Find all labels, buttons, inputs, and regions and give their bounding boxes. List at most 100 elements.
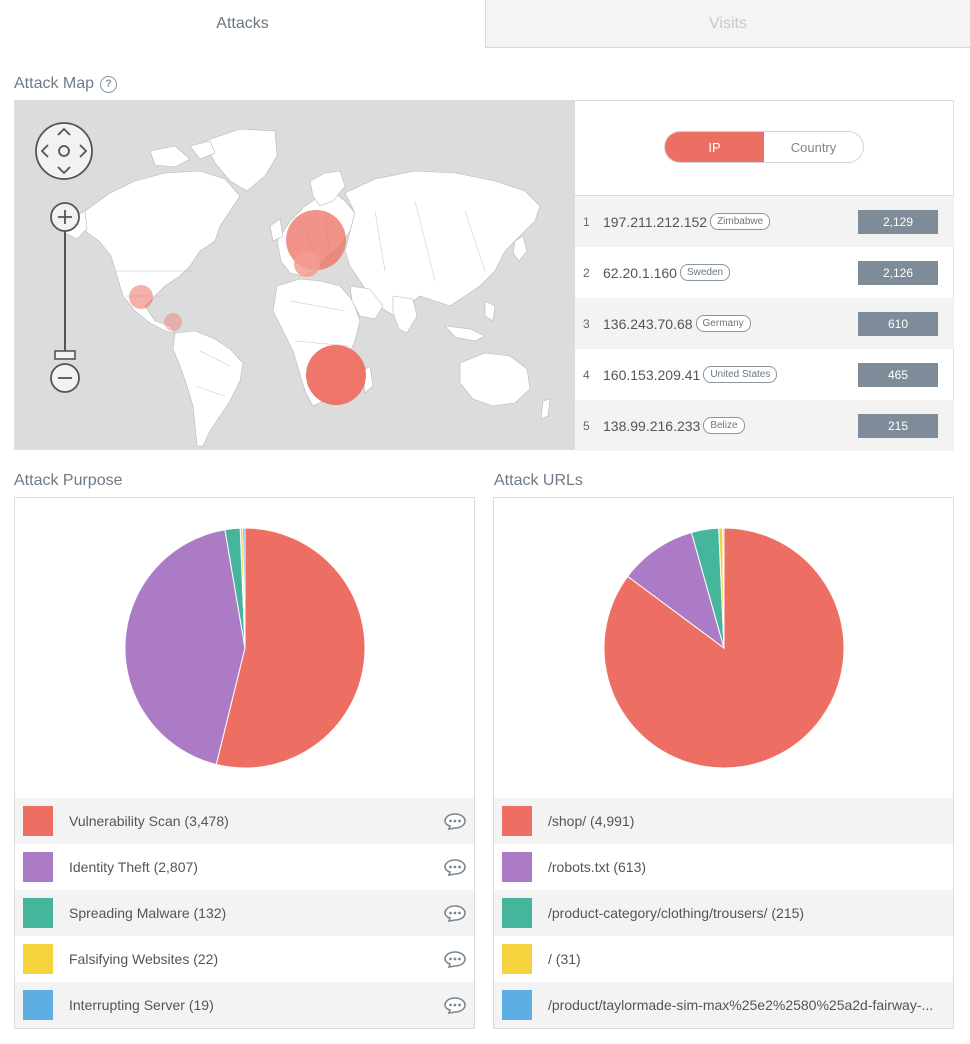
legend-item[interactable]: Spreading Malware (132) [15,890,474,936]
ranking-row[interactable]: 5 138.99.216.233 Belize 215 [575,400,954,451]
toggle-country[interactable]: Country [764,132,863,162]
country-badge: Belize [703,417,745,434]
bubble-belize[interactable] [164,313,182,331]
attack-count: 2,126 [858,260,938,285]
ip-wrapper: 62.20.1.160 Sweden [603,264,731,281]
ip-wrapper: 136.243.70.68 Germany [603,315,751,332]
country-badge: Germany [695,315,751,332]
ranking-row[interactable]: 1 197.211.212.152 Zimbabwe 2,129 [575,196,954,247]
bubble-united-states[interactable] [129,285,153,309]
attack-bubbles [129,210,366,405]
attack-count: 610 [858,311,938,336]
pie-slice-robots-txt[interactable] [626,531,725,650]
comment-icon[interactable] [444,812,466,830]
ranking-row[interactable]: 4 160.153.209.41 United States 465 [575,349,954,400]
legend-label: Interrupting Server (19) [69,997,214,1013]
attack-urls-pie[interactable] [494,498,953,798]
ip-address: 138.99.216.233 [603,417,701,434]
country-badge: Sweden [679,264,731,281]
attack-count: 2,129 [858,209,938,234]
pie-slice-interrupting-server[interactable] [242,527,246,649]
ip-address: 197.211.212.152 [603,213,708,230]
country-badge: United States [703,366,778,383]
legend-swatch [502,990,532,1020]
legend-item[interactable]: Falsifying Websites (22) [15,936,474,982]
rank-number: 4 [583,367,590,382]
legend-item[interactable]: /product/taylormade-sim-max%25e2%2580%25… [494,982,953,1028]
tab-visits[interactable]: Visits [485,0,970,48]
ranking-row[interactable]: 3 136.243.70.68 Germany 610 [575,298,954,349]
comment-icon[interactable] [444,904,466,922]
ip-wrapper: 160.153.209.41 United States [603,366,778,383]
rank-number: 1 [583,214,590,229]
comment-icon[interactable] [444,950,466,968]
legend-swatch [23,944,53,974]
help-icon[interactable]: ? [100,75,118,93]
legend-label: /shop/ (4,991) [548,813,635,829]
attack-ranking: IP Country 1 197.211.212.152 Zimbabwe 2,… [574,101,954,451]
bubble-germany[interactable] [294,251,320,277]
attack-map-panel: IP Country 1 197.211.212.152 Zimbabwe 2,… [14,100,954,451]
legend-label: / (31) [548,951,581,967]
ip-address: 136.243.70.68 [603,315,693,332]
ip-country-toggle[interactable]: IP Country [664,131,864,163]
attack-count: 215 [858,413,938,438]
ranking-list: 1 197.211.212.152 Zimbabwe 2,129 2 62.20… [575,195,954,451]
legend-item[interactable]: /shop/ (4,991) [494,798,953,844]
attack-purpose-pie[interactable] [15,498,474,798]
attack-purpose-legend: Vulnerability Scan (3,478) Identity Thef… [15,798,474,1028]
legend-item[interactable]: /robots.txt (613) [494,844,953,890]
attack-urls-title: Attack URLs [494,472,583,489]
ranking-row[interactable]: 2 62.20.1.160 Sweden 2,126 [575,247,954,298]
attack-purpose-title: Attack Purpose [14,472,123,489]
comment-icon[interactable] [444,996,466,1014]
legend-item[interactable]: / (31) [494,936,953,982]
pie-slice-taylormade-product[interactable] [722,527,725,649]
attack-map-title-row: Attack Map ? [14,75,118,93]
legend-swatch [502,898,532,928]
legend-swatch [502,852,532,882]
rank-number: 2 [583,265,590,280]
ip-address: 62.20.1.160 [603,264,677,281]
legend-label: Vulnerability Scan (3,478) [69,813,229,829]
legend-label: Falsifying Websites (22) [69,951,219,967]
attack-count: 465 [858,362,938,387]
legend-label: /product/taylormade-sim-max%25e2%2580%25… [548,997,934,1013]
toggle-ip[interactable]: IP [665,132,764,162]
world-map[interactable] [15,101,574,449]
rank-number: 5 [583,418,590,433]
pie-slice-vulnerability-scan[interactable] [215,527,366,769]
legend-label: Identity Theft (2,807) [69,859,198,875]
legend-label: Spreading Malware (132) [69,905,227,921]
rank-number: 3 [583,316,590,331]
world-map-svg [64,128,551,447]
legend-swatch [502,806,532,836]
legend-swatch [23,806,53,836]
legend-swatch [23,852,53,882]
tab-bar: Attacks Visits [0,0,970,48]
ip-wrapper: 138.99.216.233 Belize [603,417,745,434]
attack-purpose-panel: Vulnerability Scan (3,478) Identity Thef… [14,497,475,1029]
ip-wrapper: 197.211.212.152 Zimbabwe [603,213,771,230]
zoom-slider[interactable] [49,201,81,396]
legend-item[interactable]: /product-category/clothing/trousers/ (21… [494,890,953,936]
zoom-handle[interactable] [54,350,76,360]
country-badge: Zimbabwe [710,213,771,230]
bubble-zimbabwe[interactable] [306,345,366,405]
comment-icon[interactable] [444,858,466,876]
legend-label: /product-category/clothing/trousers/ (21… [548,905,805,921]
legend-swatch [23,898,53,928]
legend-swatch [502,944,532,974]
attack-urls-legend: /shop/ (4,991) /robots.txt (613) /produc… [494,798,953,1028]
attack-map-title: Attack Map [14,75,95,92]
pan-control-icon[interactable] [34,121,94,181]
legend-item[interactable]: Vulnerability Scan (3,478) [15,798,474,844]
legend-swatch [23,990,53,1020]
ip-address: 160.153.209.41 [603,366,701,383]
legend-item[interactable]: Identity Theft (2,807) [15,844,474,890]
pie-slice-identity-theft[interactable] [124,529,246,766]
legend-label: /robots.txt (613) [548,859,647,875]
legend-item[interactable]: Interrupting Server (19) [15,982,474,1028]
attack-urls-panel: /shop/ (4,991) /robots.txt (613) /produc… [493,497,954,1029]
tab-attacks[interactable]: Attacks [0,0,485,48]
